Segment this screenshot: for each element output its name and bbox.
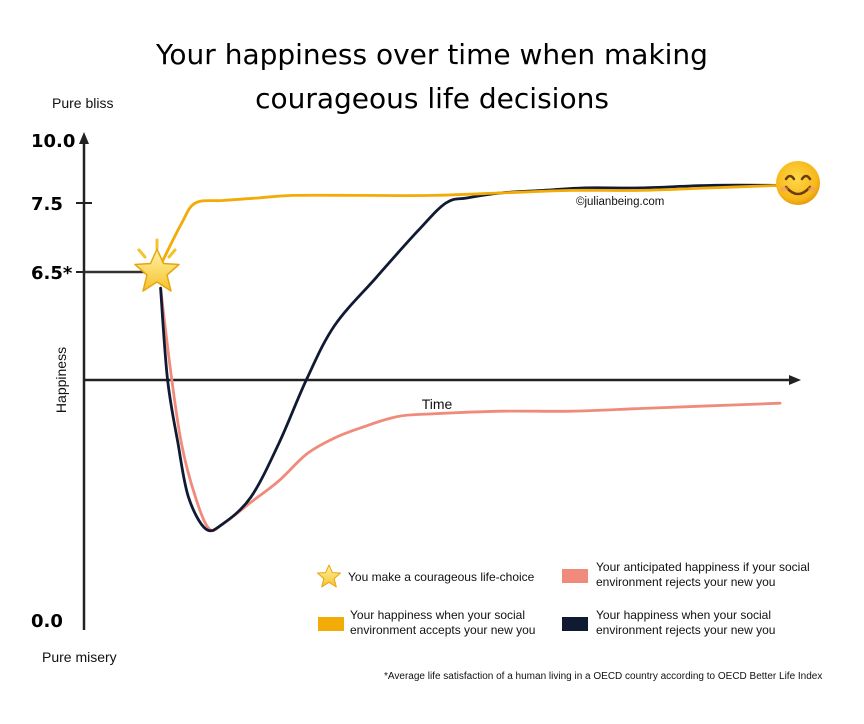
footnote: *Average life satisfaction of a human li… bbox=[384, 671, 822, 682]
legend-label: environment accepts your new you bbox=[350, 623, 535, 637]
x-axis-arrow bbox=[789, 375, 801, 385]
smiley-icon bbox=[776, 161, 820, 205]
legend-swatch-rejects bbox=[562, 617, 588, 631]
y-ticks: 10.0 7.5 6.5* 0.0 bbox=[31, 131, 92, 632]
series-line-rejects bbox=[159, 183, 782, 533]
chart-title-line-2: courageous life decisions bbox=[255, 82, 609, 115]
y-tick-label: 10.0 bbox=[31, 131, 75, 152]
y-axis-arrow bbox=[79, 132, 89, 144]
y-tick-label: 6.5* bbox=[31, 263, 73, 284]
legend-swatch-accepts bbox=[318, 617, 344, 631]
x-axis-label: Time bbox=[422, 396, 453, 412]
y-axis-label: Happiness bbox=[53, 347, 69, 413]
chart-title-line-1: Your happiness over time when making bbox=[155, 38, 708, 71]
legend-label: environment rejects your new you bbox=[596, 575, 775, 589]
series-lines bbox=[84, 183, 782, 533]
y-tick-label: 7.5 bbox=[31, 194, 63, 215]
watermark: ©julianbeing.com bbox=[576, 196, 664, 208]
star-icon bbox=[134, 238, 180, 292]
series-line-accepts bbox=[159, 184, 782, 267]
y-tick-label: 0.0 bbox=[31, 611, 63, 632]
legend-item-rejects: Your happiness when your social environm… bbox=[562, 608, 775, 637]
legend-label: environment rejects your new you bbox=[596, 623, 775, 637]
y-top-label: Pure bliss bbox=[52, 95, 113, 111]
legend-label: Your anticipated happiness if your socia… bbox=[596, 560, 810, 574]
legend-item-star: You make a courageous life-choice bbox=[317, 564, 535, 588]
legend-label: You make a courageous life-choice bbox=[348, 570, 535, 584]
legend-star-icon bbox=[317, 564, 341, 588]
legend-item-accepts: Your happiness when your social environm… bbox=[318, 608, 535, 637]
legend-label: Your happiness when your social bbox=[350, 608, 525, 622]
legend-swatch-anticipated bbox=[562, 569, 588, 583]
legend-label: Your happiness when your social bbox=[596, 608, 771, 622]
y-bottom-label: Pure misery bbox=[42, 649, 117, 665]
legend: You make a courageous life-choice Your a… bbox=[317, 560, 810, 637]
legend-item-anticipated: Your anticipated happiness if your socia… bbox=[562, 560, 810, 589]
series-line-anticipated bbox=[159, 286, 782, 533]
